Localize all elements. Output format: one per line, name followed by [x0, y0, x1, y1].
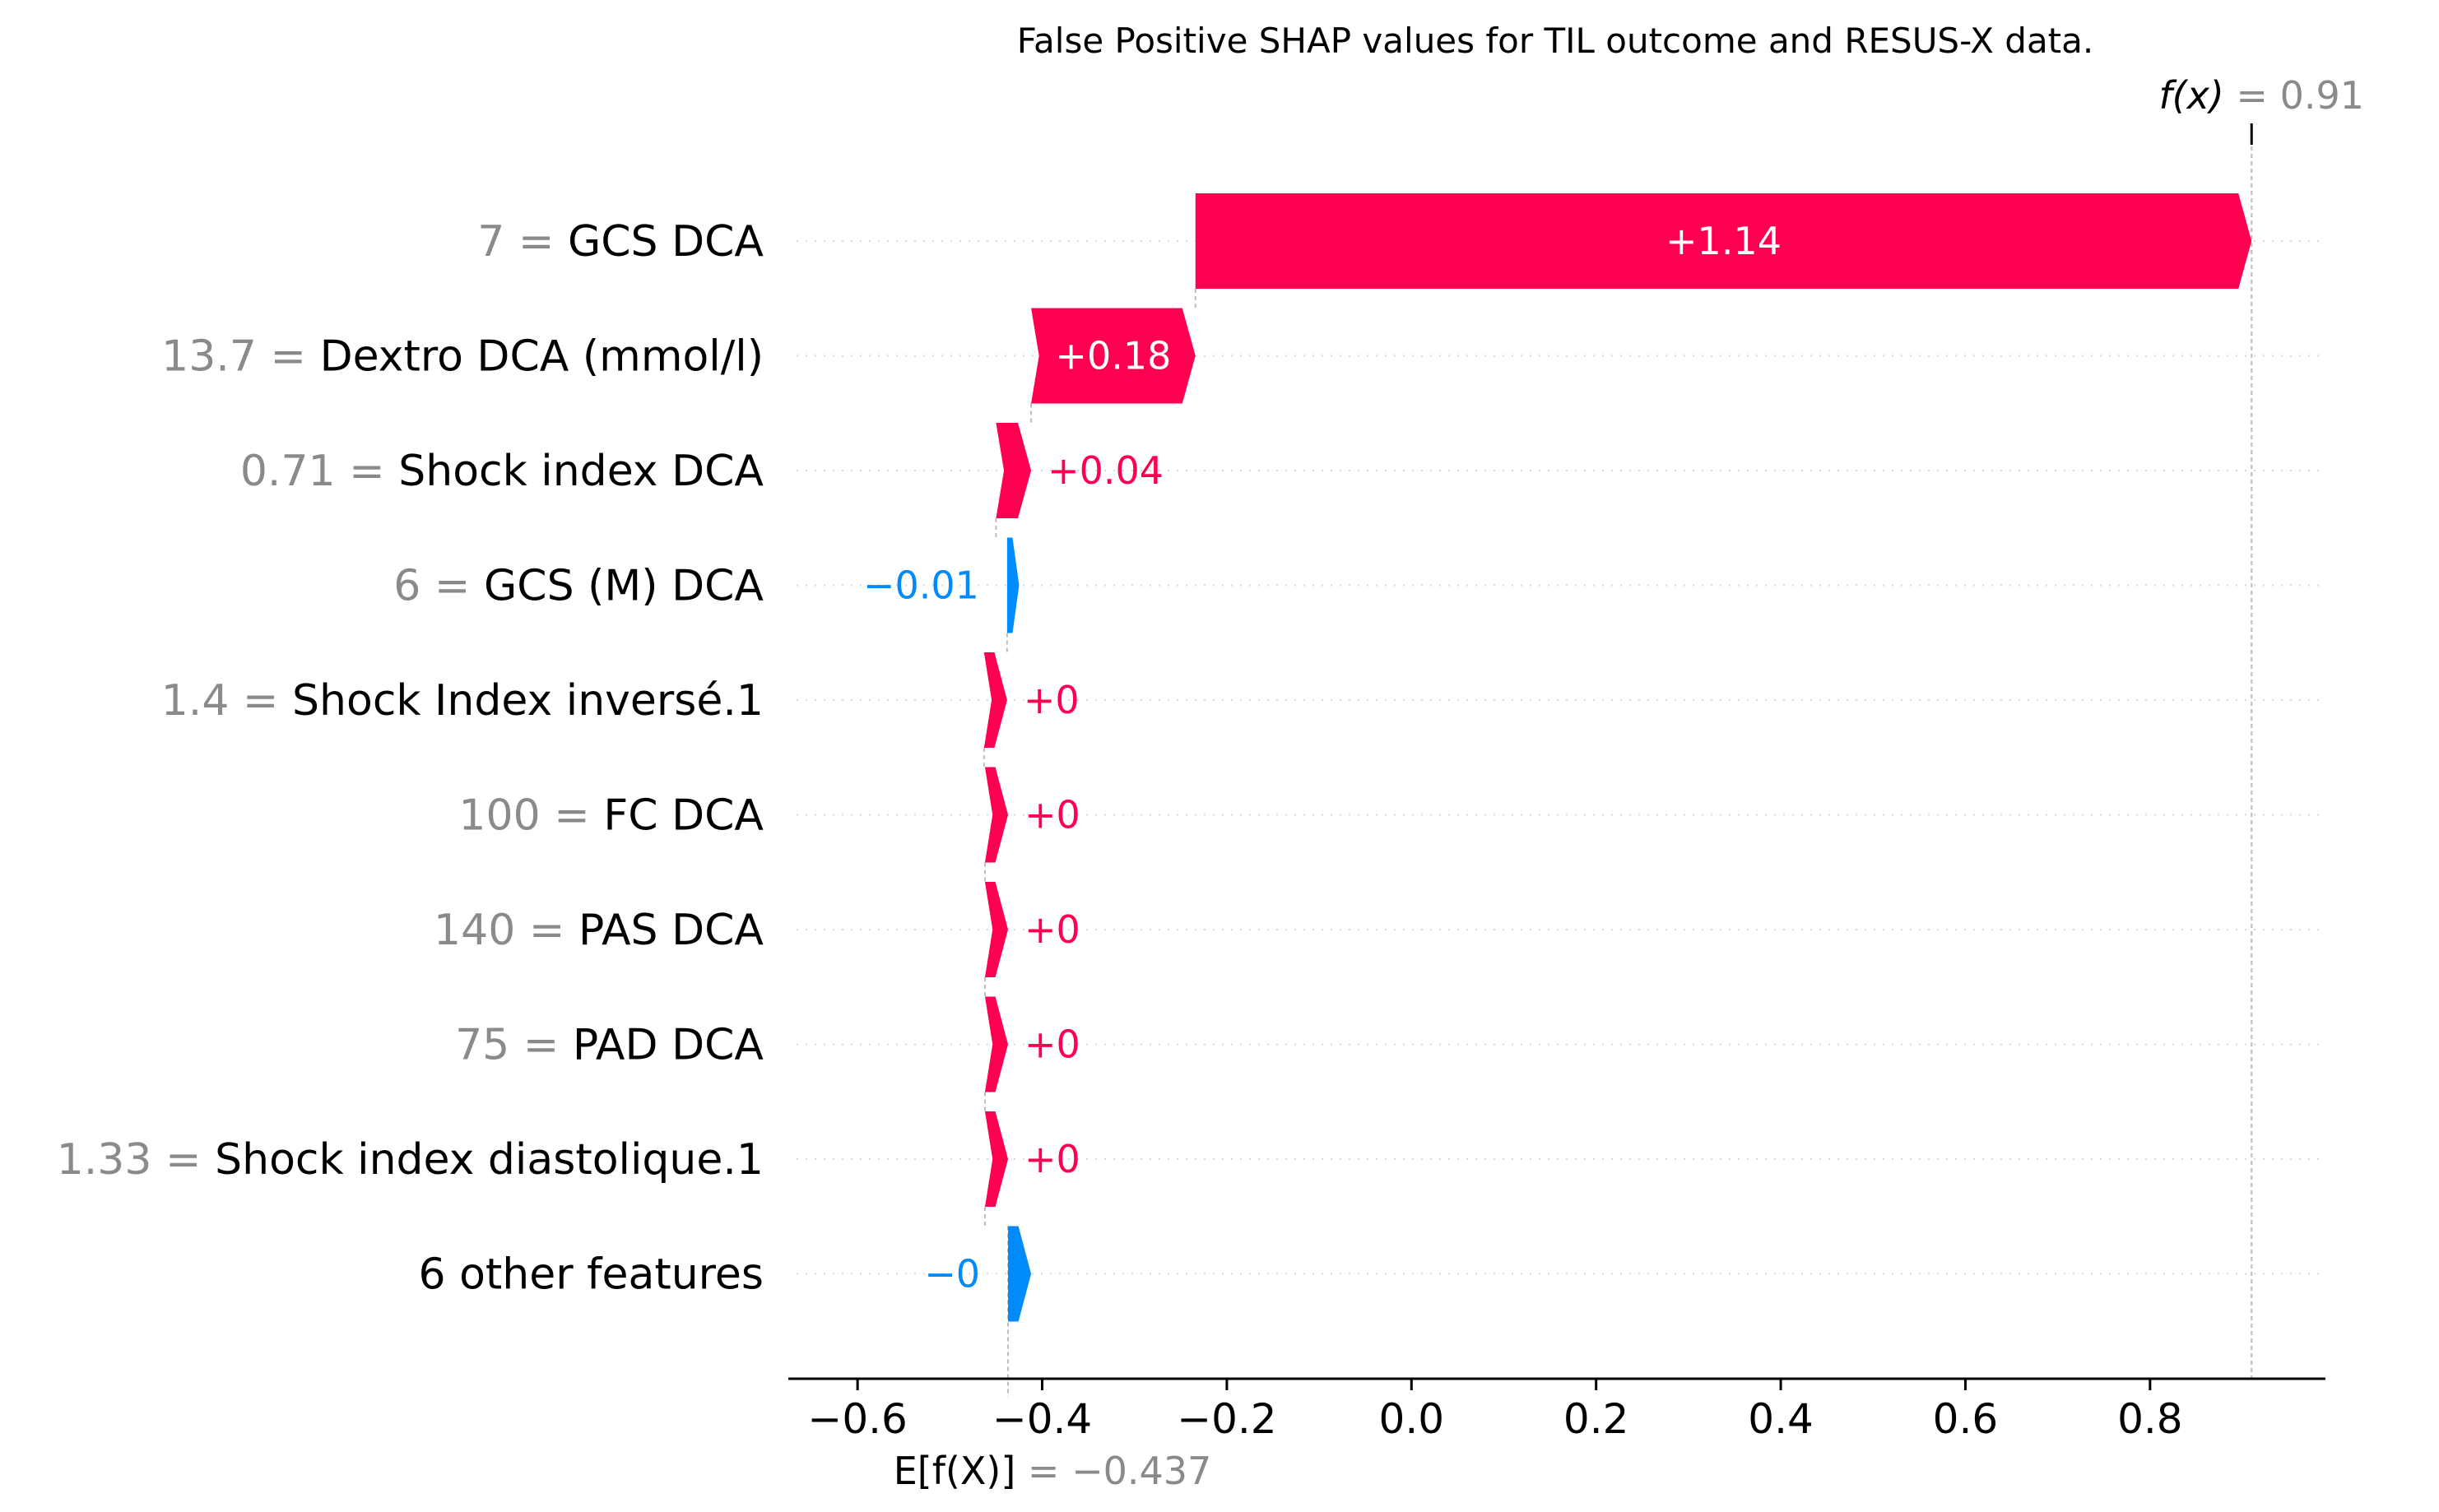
bar-value-label: +1.14: [1665, 219, 1782, 263]
fx-label: f(x): [2158, 73, 2223, 118]
feature-label: 75 = PAD DCA: [455, 1021, 764, 1070]
feature-value: 6: [393, 562, 420, 611]
bar-value-label: +0: [1024, 907, 1080, 952]
bar: [984, 1111, 1009, 1207]
bars: +1.14 +0.18 +0.04 −0.01 +0 +0 +0 +0 +0 −0: [863, 193, 2252, 1322]
feature-label: 100 = FC DCA: [458, 791, 764, 841]
feature-label: 1.4 = Shock Index inversé.1: [161, 676, 764, 726]
feature-value: 7: [477, 217, 504, 267]
feature-equals: =: [515, 906, 578, 955]
x-axis: −0.6 −0.4 −0.2 0.0 0.2 0.4 0.6 0.8: [788, 1377, 2325, 1443]
x-tick-label: 0.0: [1379, 1395, 1445, 1443]
feature-value: 13.7: [161, 332, 257, 382]
feature-equals: =: [541, 791, 604, 841]
bar-value-label: +0: [1024, 793, 1080, 837]
bar: [1006, 537, 1020, 633]
feature-label: 1.33 = Shock index diastolique.1: [57, 1135, 764, 1185]
feature-name: Shock Index inversé.1: [292, 676, 764, 726]
x-tick-label: −0.6: [807, 1395, 907, 1443]
feature-equals: =: [151, 1135, 215, 1185]
bar: [1195, 193, 2252, 289]
x-tick-label: 0.8: [2117, 1395, 2183, 1443]
feature-label: 6 = GCS (M) DCA: [393, 562, 764, 611]
feature-label: 13.7 = Dextro DCA (mmol/l): [161, 332, 764, 382]
feature-equals: =: [229, 676, 292, 726]
feature-label: 0.71 = Shock index DCA: [240, 447, 764, 496]
efx-label: E[f(X)]: [894, 1449, 1016, 1493]
feature-equals: =: [509, 1021, 573, 1070]
feature-value: 100: [458, 791, 540, 841]
chart-title: False Positive SHAP values for TIL outco…: [1017, 21, 2094, 61]
feature-name: PAS DCA: [578, 906, 764, 955]
expected-value-annotation: E[f(X)] = −0.437: [894, 1449, 1212, 1493]
efx-equals: =: [1015, 1449, 1071, 1493]
feature-name: PAD DCA: [573, 1021, 764, 1070]
feature-equals: =: [420, 562, 484, 611]
feature-name: Shock index DCA: [398, 447, 764, 496]
fx-value: 0.91: [2280, 73, 2364, 118]
feature-name: Dextro DCA (mmol/l): [320, 332, 764, 382]
feature-equals: =: [504, 217, 568, 267]
bar: [984, 882, 1009, 977]
x-tick-label: −0.2: [1177, 1395, 1276, 1443]
feature-label: 7 = GCS DCA: [477, 217, 764, 267]
bar-value-label: +0.18: [1055, 334, 1171, 378]
feature-name: GCS DCA: [568, 217, 764, 267]
bar: [1008, 1226, 1032, 1322]
bar-value-label: +0.04: [1048, 448, 1164, 493]
bar-value-label: +0: [1024, 1023, 1080, 1067]
feature-name: GCS (M) DCA: [484, 562, 764, 611]
bar: [983, 652, 1007, 748]
feature-name: Shock index diastolique.1: [215, 1135, 764, 1185]
bar: [1031, 308, 1196, 404]
feature-name: FC DCA: [603, 791, 764, 841]
svg-text:E[f(X)] = −0.437: E[f(X)] = −0.437: [894, 1449, 1212, 1493]
feature-name: 6 other features: [418, 1250, 764, 1300]
bar-value-label: +0: [1024, 1137, 1080, 1181]
feature-label: 140 = PAS DCA: [434, 906, 764, 955]
fx-equals: =: [2224, 73, 2280, 118]
svg-text:f(x) = 0.91: f(x) = 0.91: [2158, 73, 2364, 118]
x-tick-label: 0.2: [1563, 1395, 1629, 1443]
feature-value: 140: [434, 906, 515, 955]
x-tick-label: 0.6: [1933, 1395, 1999, 1443]
bar-value-label: −0.01: [863, 564, 979, 608]
x-tick-label: −0.4: [992, 1395, 1092, 1443]
feature-value: 1.33: [57, 1135, 152, 1185]
feature-labels: 7 = GCS DCA 13.7 = Dextro DCA (mmol/l) 0.7…: [57, 217, 764, 1300]
feature-equals: =: [257, 332, 320, 382]
fx-annotation: f(x) = 0.91: [2158, 73, 2364, 118]
efx-value: −0.437: [1071, 1449, 1211, 1493]
feature-value: 0.71: [240, 447, 336, 496]
feature-equals: =: [336, 447, 399, 496]
bar: [984, 767, 1009, 863]
bar: [996, 423, 1032, 518]
feature-label: 6 other features: [418, 1250, 764, 1300]
feature-value: 1.4: [161, 676, 230, 726]
row-gridlines: [797, 240, 2325, 1275]
x-tick-label: 0.4: [1748, 1395, 1814, 1443]
bar-value-label: −0: [924, 1252, 980, 1296]
bar-value-label: +0: [1024, 678, 1080, 722]
feature-value: 75: [455, 1021, 509, 1070]
bar: [984, 996, 1009, 1092]
